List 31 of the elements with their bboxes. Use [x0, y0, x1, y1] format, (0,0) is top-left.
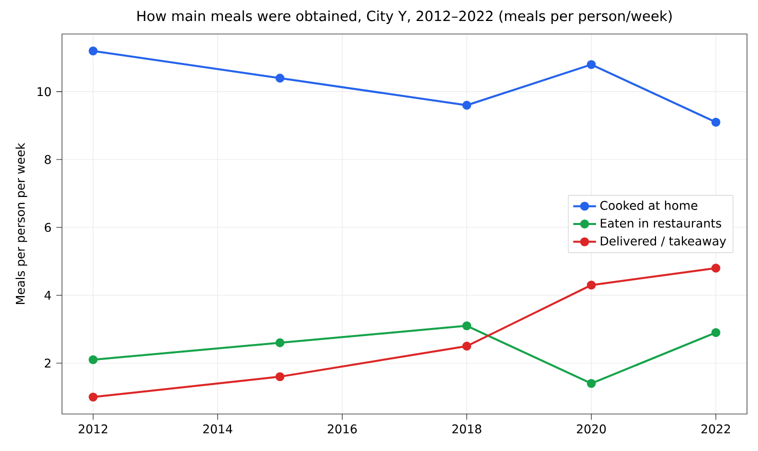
y-tick-label: 2 [44, 358, 50, 368]
point [88, 46, 98, 56]
point [275, 74, 284, 83]
x-tick-label: 2020 [576, 424, 606, 434]
x-tick-label: 2014 [203, 424, 232, 434]
x-tick-label: 2012 [78, 424, 108, 434]
y-tick-label: 4 [44, 290, 51, 300]
point [711, 328, 720, 338]
y-axis-title: Meals per person per week [16, 142, 28, 304]
point [275, 338, 284, 348]
point [88, 392, 98, 402]
legend-label: Delivered / takeaway [600, 236, 726, 248]
point [711, 264, 720, 273]
point [88, 355, 98, 364]
x-tick-label: 2018 [452, 424, 482, 434]
y-tick-label: 10 [38, 87, 51, 96]
point [462, 100, 472, 110]
point [586, 280, 596, 290]
point [586, 379, 596, 388]
point [462, 342, 472, 351]
y-tick-label: 6 [44, 222, 51, 232]
y-tick-label: 8 [44, 154, 51, 164]
x-tick-label: 2022 [701, 424, 730, 434]
chart-title: How main meals were obtained, City Y, 2012–2022 (meals per person/week) [137, 10, 672, 24]
legend-label: Cooked at home [600, 200, 698, 210]
point [275, 372, 284, 382]
point [711, 118, 720, 127]
legend-label: Eaten in restaurants [600, 218, 722, 228]
point [586, 60, 596, 69]
x-tick-label: 2016 [328, 424, 357, 434]
point [462, 321, 472, 330]
